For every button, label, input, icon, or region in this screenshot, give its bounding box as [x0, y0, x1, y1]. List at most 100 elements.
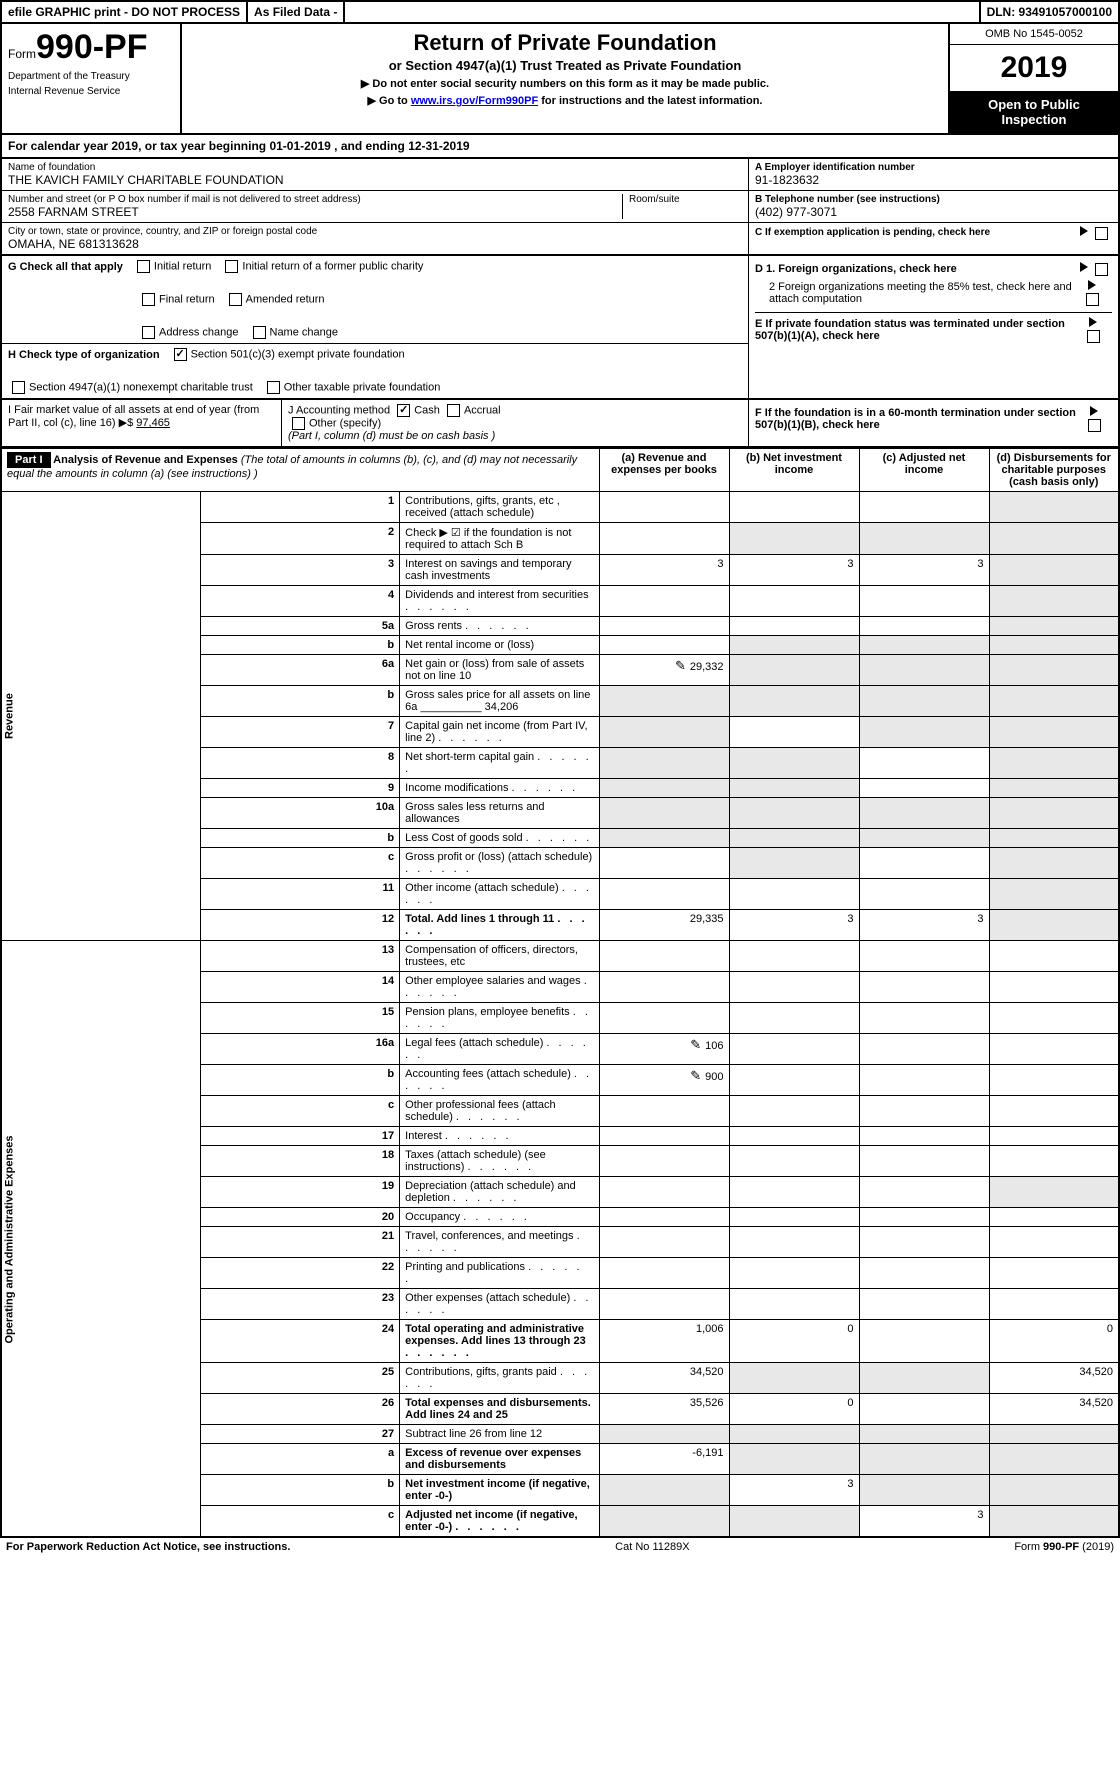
h-4947-checkbox[interactable] [12, 381, 25, 394]
row-number: 16a [200, 1034, 399, 1065]
ein-label: A Employer identification number [755, 162, 1112, 173]
arrow-icon [1080, 226, 1088, 236]
cell-c [859, 1258, 989, 1289]
cell-c [859, 1475, 989, 1506]
open-inspection-badge: Open to Public Inspection [950, 91, 1118, 133]
row-desc: Net gain or (loss) from sale of assets n… [400, 655, 599, 686]
g-amended-checkbox[interactable] [229, 293, 242, 306]
row-number: c [200, 1096, 399, 1127]
d1-label: D 1. Foreign organizations, check here [755, 263, 957, 275]
g-final-checkbox[interactable] [142, 293, 155, 306]
attachment-icon[interactable]: ✎ [675, 658, 686, 673]
cell-b [729, 972, 859, 1003]
cell-d [989, 1444, 1119, 1475]
e-label: E If private foundation status was termi… [755, 318, 1083, 342]
cell-a [599, 829, 729, 848]
cell-a: -6,191 [599, 1444, 729, 1475]
cell-b [729, 1289, 859, 1320]
h-other-checkbox[interactable] [267, 381, 280, 394]
row-desc: Gross sales price for all assets on line… [400, 686, 599, 717]
col-c-header: (c) Adjusted net income [859, 449, 989, 492]
cell-d [989, 555, 1119, 586]
d2-checkbox[interactable] [1086, 293, 1099, 306]
g-initial-checkbox[interactable] [137, 260, 150, 273]
cell-c [859, 717, 989, 748]
d1-checkbox[interactable] [1095, 263, 1108, 276]
cell-d [989, 1003, 1119, 1034]
e-checkbox[interactable] [1087, 330, 1100, 343]
cell-a [599, 941, 729, 972]
cell-a [599, 686, 729, 717]
cell-a: 34,520 [599, 1363, 729, 1394]
row-number: 4 [200, 586, 399, 617]
row-desc: Interest . . . . . . [400, 1127, 599, 1146]
cell-a: ✎900 [599, 1065, 729, 1096]
cell-c [859, 1146, 989, 1177]
cell-b [729, 636, 859, 655]
cell-c [859, 1444, 989, 1475]
cell-c [859, 1177, 989, 1208]
opex-side-label: Operating and Administrative Expenses [1, 941, 200, 1538]
cell-b [729, 798, 859, 829]
form-number: Form990-PF [8, 28, 174, 67]
attachment-icon[interactable]: ✎ [690, 1037, 701, 1052]
cell-c [859, 829, 989, 848]
h-opt-2: Section 4947(a)(1) nonexempt charitable … [29, 381, 253, 393]
row-desc: Contributions, gifts, grants, etc , rece… [400, 492, 599, 523]
cell-a [599, 748, 729, 779]
cell-c [859, 848, 989, 879]
cell-b [729, 1096, 859, 1127]
cell-a [599, 1177, 729, 1208]
footer-right-pre: Form [1014, 1541, 1043, 1553]
cell-b [729, 1208, 859, 1227]
g-former-checkbox[interactable] [225, 260, 238, 273]
col-b-header: (b) Net investment income [729, 449, 859, 492]
exemption-checkbox[interactable] [1095, 227, 1108, 240]
j-cash-label: Cash [414, 404, 440, 416]
asfiled-label: As Filed Data - [248, 2, 345, 22]
g-address-checkbox[interactable] [142, 326, 155, 339]
j-other-checkbox[interactable] [292, 417, 305, 430]
cell-a [599, 492, 729, 523]
part1-badge: Part I [7, 452, 51, 468]
j-accrual-checkbox[interactable] [447, 404, 460, 417]
row-number: 6a [200, 655, 399, 686]
cell-b: 3 [729, 910, 859, 941]
row-number: 26 [200, 1394, 399, 1425]
row-desc: Total expenses and disbursements. Add li… [400, 1394, 599, 1425]
cell-b [729, 686, 859, 717]
cell-b [729, 879, 859, 910]
row-desc: Net investment income (if negative, ente… [400, 1475, 599, 1506]
h-501c3-checkbox[interactable]: ✓ [174, 348, 187, 361]
cell-b [729, 1065, 859, 1096]
cell-b [729, 717, 859, 748]
cell-c [859, 686, 989, 717]
phone-cell: B Telephone number (see instructions) (4… [749, 191, 1118, 223]
j-cash-checkbox[interactable]: ✓ [397, 404, 410, 417]
phone-label: B Telephone number (see instructions) [755, 194, 1112, 205]
arrow-icon [1088, 280, 1096, 290]
row-desc: Printing and publications . . . . . . [400, 1258, 599, 1289]
attachment-icon[interactable]: ✎ [690, 1068, 701, 1083]
dln-label: DLN: 93491057000100 [981, 2, 1118, 22]
header-center: Return of Private Foundation or Section … [182, 24, 948, 133]
cell-d [989, 1096, 1119, 1127]
f-checkbox[interactable] [1088, 419, 1101, 432]
cell-d [989, 879, 1119, 910]
cell-b [729, 1258, 859, 1289]
page-footer: For Paperwork Reduction Act Notice, see … [0, 1538, 1120, 1556]
cell-c [859, 636, 989, 655]
cell-d [989, 798, 1119, 829]
row-desc: Other expenses (attach schedule) . . . .… [400, 1289, 599, 1320]
section-d-e: D 1. Foreign organizations, check here 2… [748, 256, 1118, 398]
g-opt-5: Name change [270, 326, 339, 338]
form-number-big: 990-PF [36, 28, 148, 66]
g-namechg-checkbox[interactable] [253, 326, 266, 339]
cell-b: 3 [729, 1475, 859, 1506]
h-opt-1: Section 501(c)(3) exempt private foundat… [191, 348, 405, 360]
irs-link[interactable]: www.irs.gov/Form990PF [411, 95, 538, 107]
row-desc: Capital gain net income (from Part IV, l… [400, 717, 599, 748]
col-d-header: (d) Disbursements for charitable purpose… [989, 449, 1119, 492]
row-number: 27 [200, 1425, 399, 1444]
cell-c [859, 1227, 989, 1258]
